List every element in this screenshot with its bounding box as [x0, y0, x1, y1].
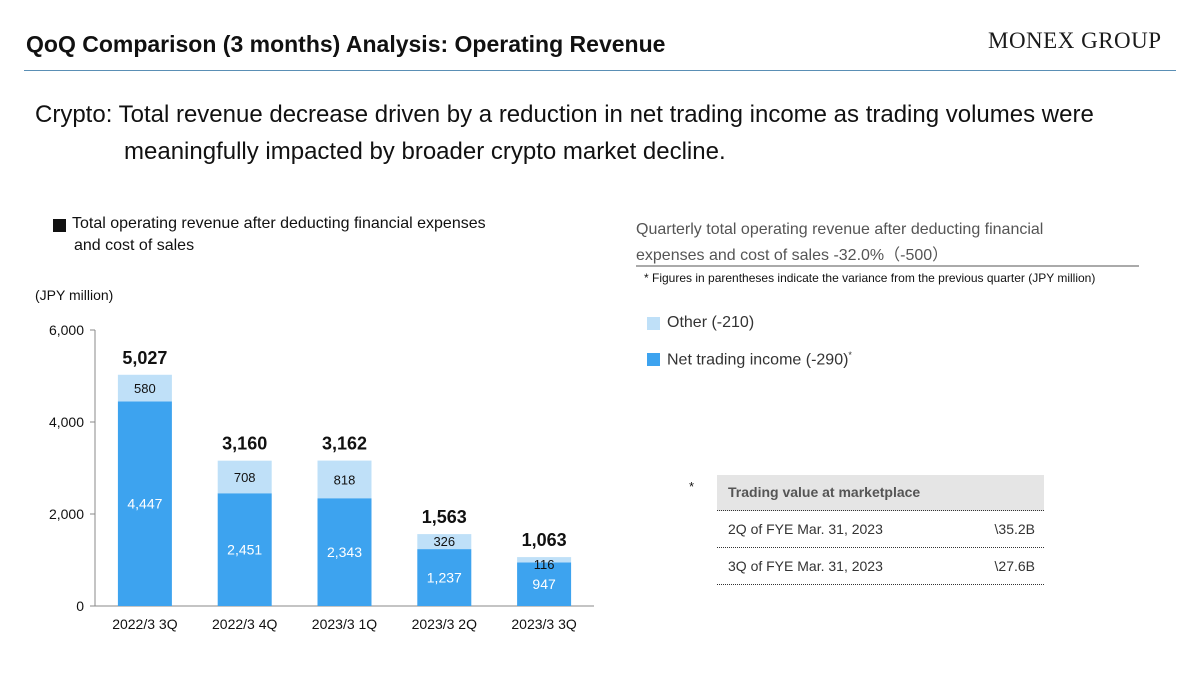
- bar-net-trading-income: [517, 562, 572, 606]
- variance-note: * Figures in parentheses indicate the va…: [644, 271, 1096, 285]
- net-data-label: 2,451: [227, 542, 262, 558]
- row-value: \35.2B: [994, 521, 1035, 537]
- bar-other: [517, 557, 572, 563]
- title-divider: [24, 70, 1176, 71]
- x-tick-label: 2023/3 3Q: [511, 616, 576, 632]
- y-tick-label: 0: [76, 598, 84, 614]
- bar-other: [417, 534, 472, 550]
- y-tick-label: 2,000: [49, 506, 84, 522]
- total-data-label: 3,160: [222, 434, 267, 454]
- other-data-label: 580: [134, 381, 156, 396]
- chart-legend-line-1: Total operating revenue after deducting …: [72, 215, 486, 232]
- legend-net-trading-text: Net trading income (-290): [667, 351, 849, 369]
- headline-line-1: Crypto: Total revenue decrease driven by…: [35, 101, 1094, 128]
- summary-divider: [636, 265, 1139, 267]
- other-data-label: 818: [334, 472, 356, 487]
- x-tick-label: 2023/3 1Q: [312, 616, 377, 632]
- x-tick-label: 2023/3 2Q: [412, 616, 477, 632]
- total-data-label: 1,563: [422, 507, 467, 527]
- total-data-label: 1,063: [522, 530, 567, 550]
- x-tick-label: 2022/3 4Q: [212, 616, 277, 632]
- trading-value-table: Trading value at marketplace 2Q of FYE M…: [717, 475, 1044, 585]
- company-logo: MONEX GROUP: [988, 28, 1162, 53]
- summary-line-1: Quarterly total operating revenue after …: [636, 221, 1044, 238]
- legend-other-label: Other (-210): [667, 314, 755, 331]
- y-tick-label: 4,000: [49, 414, 84, 430]
- total-data-label: 3,162: [322, 434, 367, 454]
- bar-net-trading-income: [417, 549, 472, 606]
- net-data-label: 4,447: [127, 496, 162, 512]
- row-label: 3Q of FYE Mar. 31, 2023: [728, 558, 883, 574]
- x-tick-label: 2022/3 3Q: [112, 616, 177, 632]
- net-data-label: 2,343: [327, 544, 362, 560]
- unit-label: (JPY million): [35, 287, 114, 303]
- table-row: 2Q of FYE Mar. 31, 2023 \35.2B: [717, 511, 1044, 548]
- other-data-label: 116: [534, 557, 555, 572]
- page-title: QoQ Comparison (3 months) Analysis: Oper…: [26, 31, 666, 57]
- table-footnote-mark: *: [689, 479, 695, 494]
- legend-square-icon: [53, 219, 66, 232]
- net-data-label: 1,237: [427, 570, 462, 586]
- other-data-label: 708: [234, 470, 256, 485]
- bar-net-trading-income: [317, 498, 372, 606]
- net-data-label: 947: [532, 576, 556, 592]
- net-trading-swatch-icon: [647, 353, 660, 366]
- bar-net-trading-income: [217, 493, 272, 606]
- bar-net-trading-income: [117, 401, 172, 606]
- y-tick-label: 6,000: [49, 322, 84, 338]
- bar-other: [317, 460, 372, 499]
- row-label: 2Q of FYE Mar. 31, 2023: [728, 521, 883, 537]
- footnote-mark: *: [848, 350, 852, 360]
- headline-line-2: meaningfully impacted by broader crypto …: [124, 138, 726, 165]
- row-value: \27.6B: [994, 558, 1035, 574]
- bar-other: [117, 374, 172, 402]
- legend-net-trading-label: Net trading income (-290)*: [667, 350, 852, 369]
- revenue-bar-chart: 0 2,000 4,000 6,000 4,447 580 5,027 2022/3 3Q 2,…: [49, 322, 594, 632]
- bar-other: [217, 460, 272, 494]
- total-data-label: 5,027: [122, 348, 167, 368]
- other-data-label: 326: [433, 534, 455, 549]
- table-header: Trading value at marketplace: [717, 475, 1044, 511]
- summary-line-2: expenses and cost of sales -32.0%（-500）: [636, 247, 949, 264]
- chart-legend-line-2: and cost of sales: [74, 237, 195, 254]
- table-row: 3Q of FYE Mar. 31, 2023 \27.6B: [717, 548, 1044, 585]
- other-swatch-icon: [647, 317, 660, 330]
